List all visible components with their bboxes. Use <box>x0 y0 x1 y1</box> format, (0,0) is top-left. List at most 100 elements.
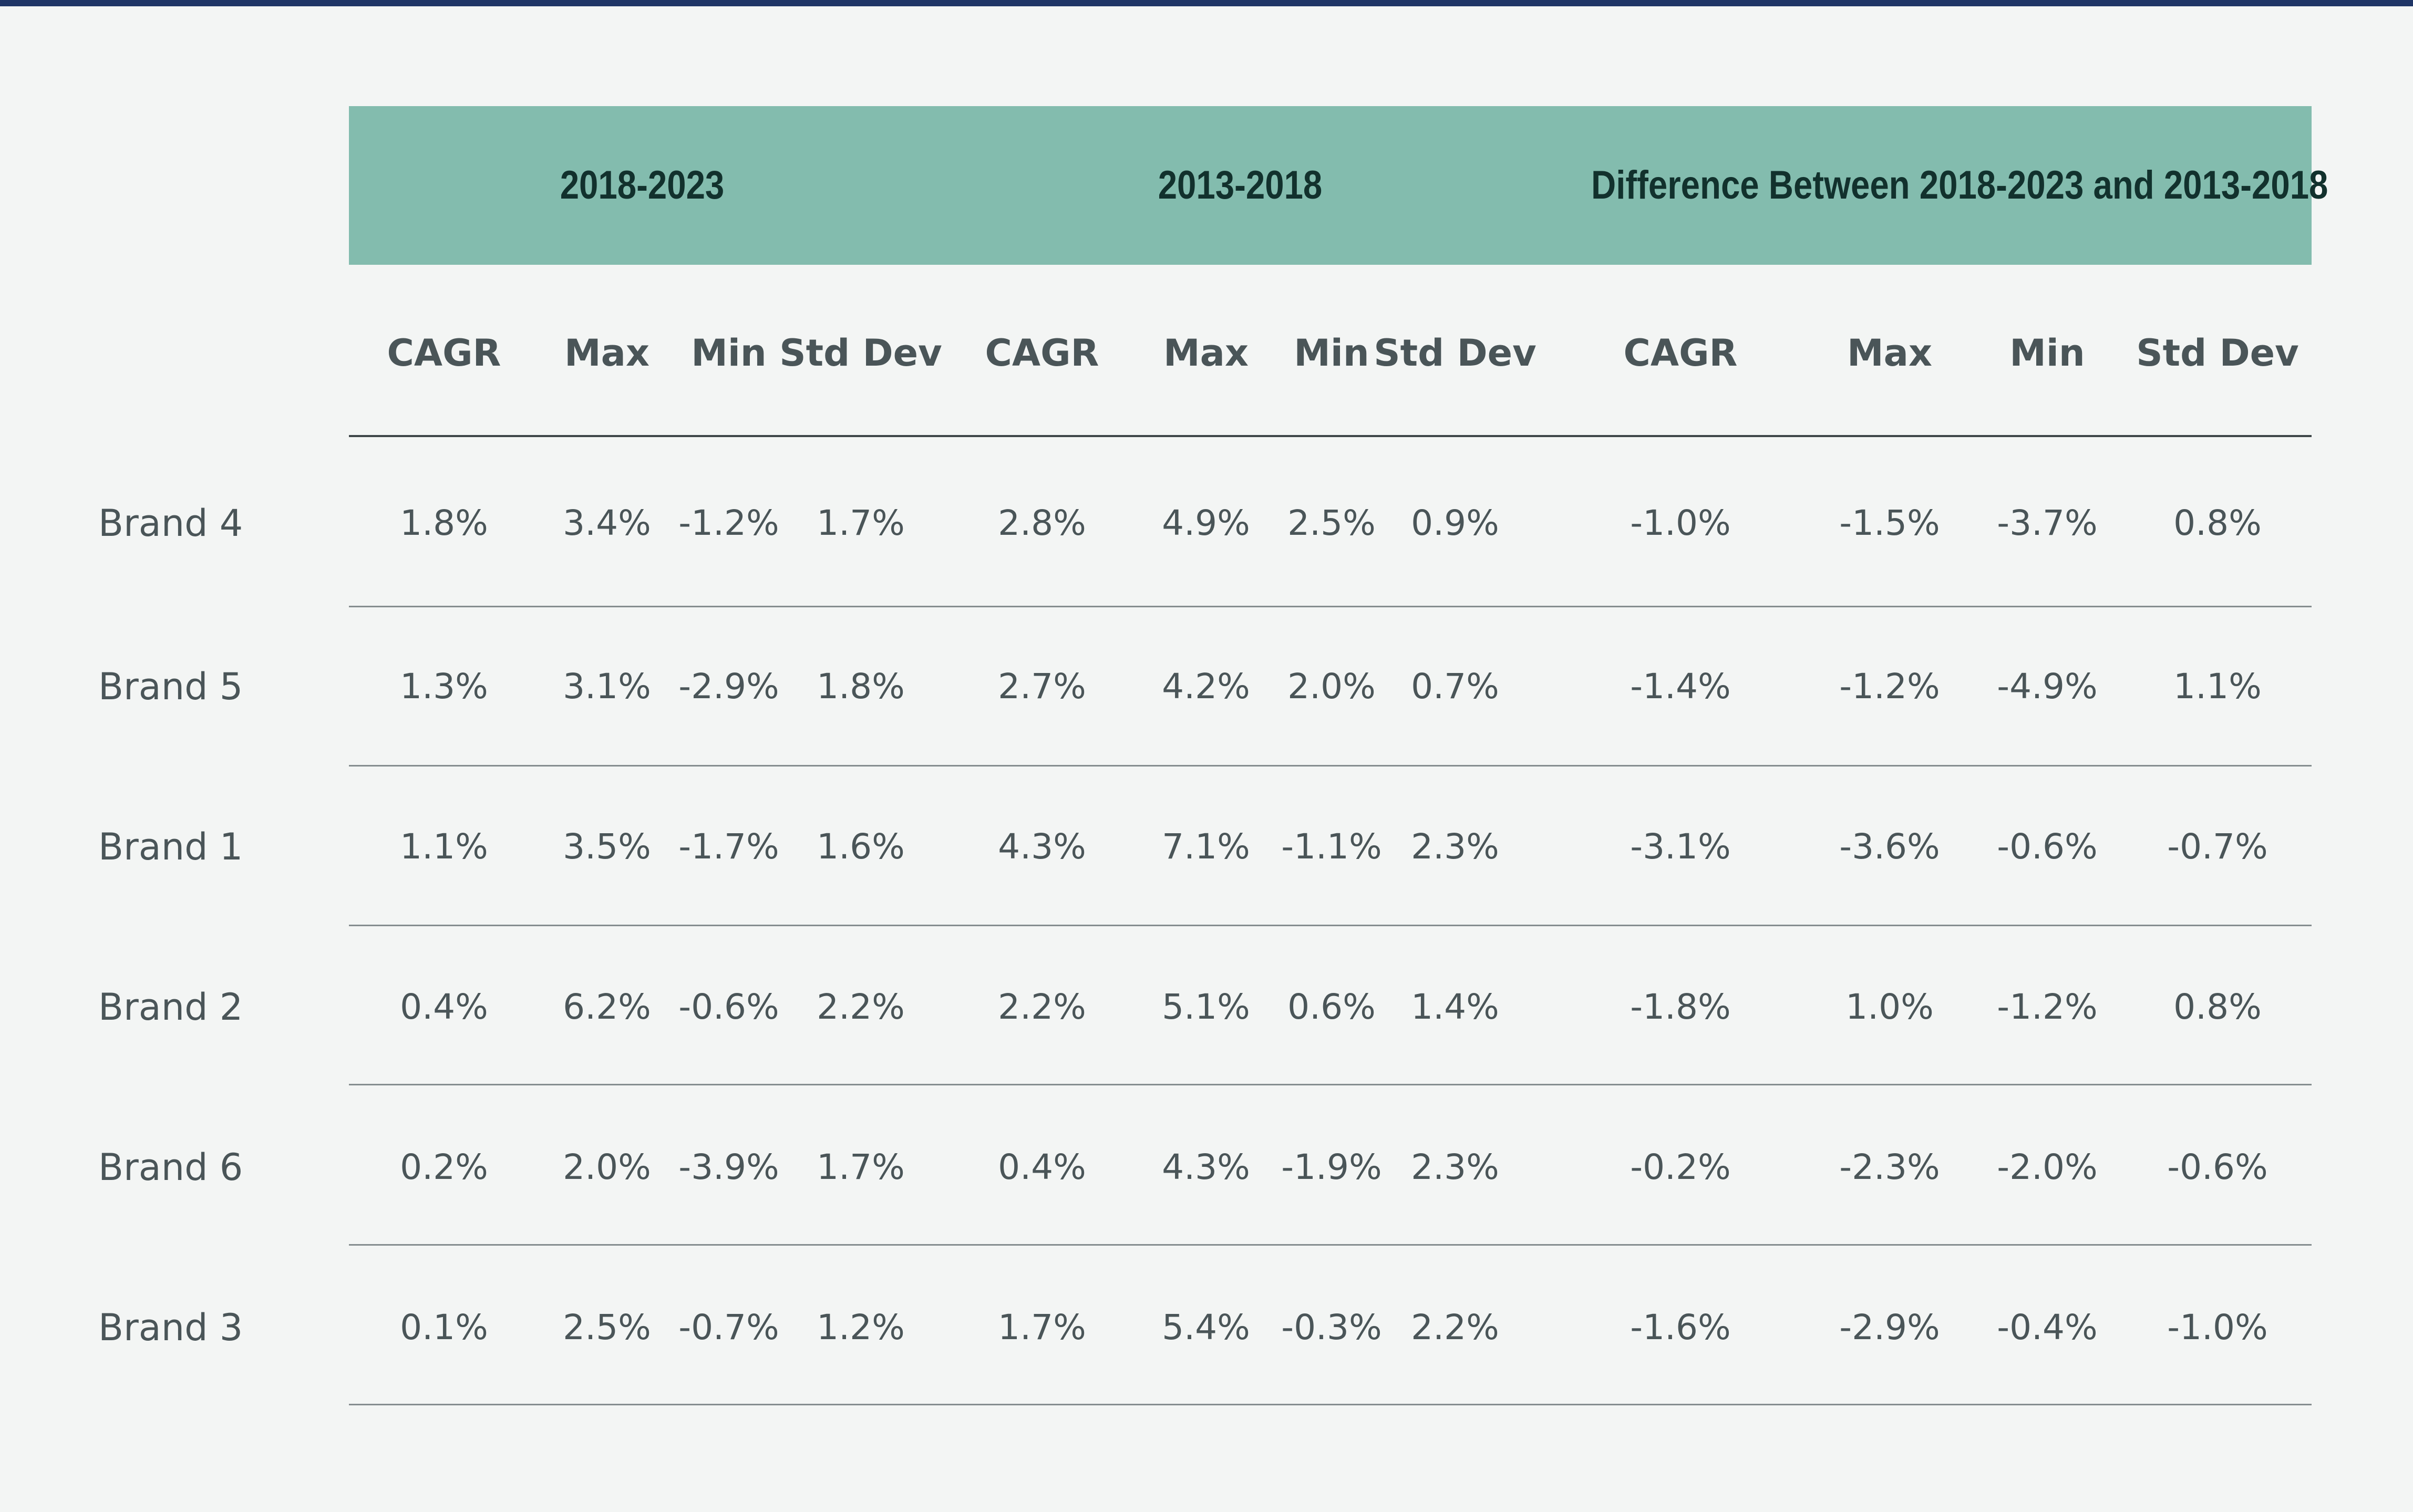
table-cell: 4.2% <box>1162 666 1250 707</box>
table-cell: -1.2% <box>1997 987 2098 1027</box>
table-cell: 4.3% <box>998 826 1086 867</box>
row-divider <box>349 1404 2312 1405</box>
table-cell: -1.8% <box>1630 987 1731 1027</box>
table-cell: -1.0% <box>1630 503 1731 543</box>
table-cell: 2.0% <box>563 1147 651 1187</box>
table-cell: -0.7% <box>678 1307 779 1348</box>
table-cell: -4.9% <box>1997 666 2098 707</box>
table-cell: 0.2% <box>400 1147 488 1187</box>
column-header: Max <box>1847 332 1933 375</box>
table-cell: -3.9% <box>678 1147 779 1187</box>
table-cell: -3.7% <box>1997 503 2098 543</box>
table-cell: 2.8% <box>998 503 1086 543</box>
row-divider <box>349 765 2312 767</box>
column-group-title: Difference Between 2018-2023 and 2013-20… <box>1591 163 2328 208</box>
table-cell: 1.2% <box>817 1307 905 1348</box>
table-cell: -1.4% <box>1630 666 1731 707</box>
table-cell: -2.9% <box>678 666 779 707</box>
column-group-title: 2013-2018 <box>1158 163 1323 208</box>
table-cell: -0.2% <box>1630 1147 1731 1187</box>
table-cell: 7.1% <box>1162 826 1250 867</box>
table-cell: -0.7% <box>2167 826 2268 867</box>
column-header: Min <box>691 332 767 375</box>
table-cell: 2.2% <box>1411 1307 1499 1348</box>
table-cell: 2.5% <box>563 1307 651 1348</box>
table-cell: 1.6% <box>817 826 905 867</box>
column-header: Max <box>1163 332 1249 375</box>
table-cell: -1.9% <box>1281 1147 1382 1187</box>
column-group-header-band <box>349 106 2312 265</box>
table-cell: 1.1% <box>400 826 488 867</box>
table-cell: 1.4% <box>1411 987 1499 1027</box>
row-label: Brand 4 <box>98 502 243 545</box>
row-label: Brand 5 <box>98 665 243 708</box>
table-cell: 5.1% <box>1162 987 1250 1027</box>
table-cell: -0.6% <box>2167 1147 2268 1187</box>
table-cell: 0.4% <box>998 1147 1086 1187</box>
table-cell: -0.4% <box>1997 1307 2098 1348</box>
table-cell: 0.8% <box>2173 503 2262 543</box>
row-label: Brand 6 <box>98 1146 243 1189</box>
table-cell: -0.3% <box>1281 1307 1382 1348</box>
table-cell: -2.9% <box>1839 1307 1940 1348</box>
table-cell: 2.3% <box>1411 1147 1499 1187</box>
table-cell: -1.0% <box>2167 1307 2268 1348</box>
row-divider <box>349 606 2312 607</box>
top-accent-rule <box>0 0 2413 6</box>
table-cell: 0.1% <box>400 1307 488 1348</box>
column-group-title: 2018-2023 <box>560 163 725 208</box>
column-header: Min <box>1294 332 1369 375</box>
table-cell: 3.5% <box>563 826 651 867</box>
row-label: Brand 2 <box>98 986 243 1029</box>
row-divider <box>349 1244 2312 1246</box>
column-header: Min <box>2009 332 2085 375</box>
table-cell: -0.6% <box>678 987 779 1027</box>
table-cell: 3.4% <box>563 503 651 543</box>
header-divider <box>349 435 2312 437</box>
table-cell: 6.2% <box>563 987 651 1027</box>
row-divider <box>349 1084 2312 1085</box>
table-cell: -1.5% <box>1839 503 1940 543</box>
table-cell: -1.1% <box>1281 826 1382 867</box>
table-cell: -3.6% <box>1839 826 1940 867</box>
table-cell: 3.1% <box>563 666 651 707</box>
table-cell: -2.0% <box>1997 1147 2098 1187</box>
table-cell: 1.8% <box>400 503 488 543</box>
table-cell: -1.2% <box>678 503 779 543</box>
table-cell: 5.4% <box>1162 1307 1250 1348</box>
table-cell: 1.7% <box>817 503 905 543</box>
row-label: Brand 1 <box>98 825 243 868</box>
table-cell: 0.6% <box>1287 987 1376 1027</box>
table-cell: 2.5% <box>1287 503 1376 543</box>
row-divider <box>349 925 2312 926</box>
table-cell: 1.7% <box>817 1147 905 1187</box>
table-cell: 1.7% <box>998 1307 1086 1348</box>
column-header: Std Dev <box>2136 332 2299 375</box>
table-cell: 2.7% <box>998 666 1086 707</box>
table-cell: 4.9% <box>1162 503 1250 543</box>
table-cell: -1.7% <box>678 826 779 867</box>
table-cell: 0.7% <box>1411 666 1499 707</box>
table-cell: 1.8% <box>817 666 905 707</box>
table-cell: 2.3% <box>1411 826 1499 867</box>
column-header: CAGR <box>1623 332 1738 375</box>
table-cell: 4.3% <box>1162 1147 1250 1187</box>
column-header: Max <box>564 332 650 375</box>
column-header: Std Dev <box>779 332 942 375</box>
table-cell: 0.8% <box>2173 987 2262 1027</box>
column-header: CAGR <box>387 332 501 375</box>
table-cell: 2.0% <box>1287 666 1376 707</box>
table-cell: -3.1% <box>1630 826 1731 867</box>
table-cell: -1.6% <box>1630 1307 1731 1348</box>
table-cell: 2.2% <box>998 987 1086 1027</box>
table-cell: 0.4% <box>400 987 488 1027</box>
table-cell: 0.9% <box>1411 503 1499 543</box>
table-cell: -1.2% <box>1839 666 1940 707</box>
table-cell: 1.0% <box>1845 987 1934 1027</box>
column-header: CAGR <box>985 332 1099 375</box>
column-header: Std Dev <box>1374 332 1537 375</box>
table-cell: 1.3% <box>400 666 488 707</box>
table-cell: 1.1% <box>2173 666 2262 707</box>
table-cell: -0.6% <box>1997 826 2098 867</box>
row-label: Brand 3 <box>98 1306 243 1349</box>
